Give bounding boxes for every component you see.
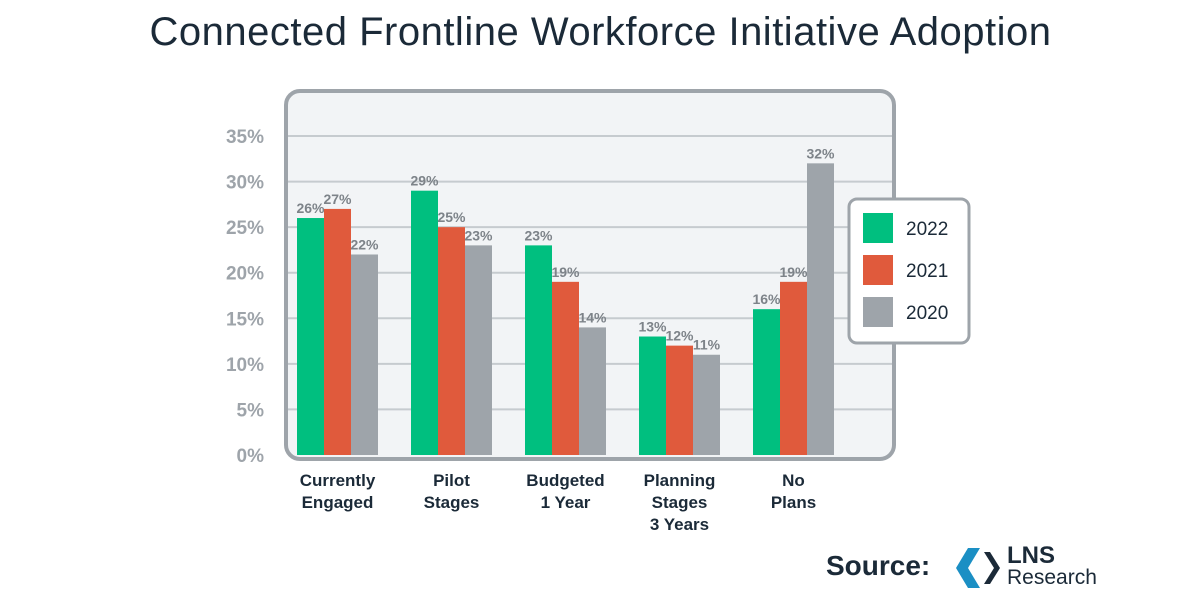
data-label: 13% bbox=[638, 319, 667, 335]
data-label: 23% bbox=[464, 227, 493, 243]
bar-2022 bbox=[639, 336, 666, 455]
data-label: 19% bbox=[551, 264, 580, 280]
x-tick-label: Engaged bbox=[302, 493, 374, 512]
bar-2020 bbox=[351, 254, 378, 455]
x-tick-label: 3 Years bbox=[650, 515, 709, 534]
data-label: 25% bbox=[437, 209, 466, 225]
bar-2020 bbox=[693, 354, 720, 455]
legend-label: 2022 bbox=[906, 219, 948, 240]
y-tick-label: 35% bbox=[226, 127, 264, 148]
bar-2021 bbox=[324, 208, 351, 455]
x-tick-label: Currently bbox=[300, 471, 376, 490]
chart-title: Connected Frontline Workforce Initiative… bbox=[149, 10, 1052, 54]
y-tick-label: 15% bbox=[226, 309, 264, 330]
x-tick-label: Budgeted bbox=[526, 471, 604, 490]
bar-2021 bbox=[666, 345, 693, 455]
legend-swatch-2020 bbox=[863, 297, 893, 327]
x-tick-label: No bbox=[782, 471, 805, 490]
legend-label: 2021 bbox=[906, 261, 948, 282]
data-label: 23% bbox=[524, 227, 553, 243]
data-label: 32% bbox=[806, 145, 835, 161]
bar-2021 bbox=[438, 227, 465, 455]
data-label: 29% bbox=[410, 173, 439, 189]
legend-swatch-2021 bbox=[863, 255, 893, 285]
data-label: 22% bbox=[350, 236, 379, 252]
y-tick-label: 20% bbox=[226, 264, 264, 285]
x-tick-label: Stages bbox=[652, 493, 708, 512]
bar-2020 bbox=[579, 327, 606, 455]
lns-logo-text: LNS Research bbox=[1007, 542, 1097, 589]
bar-2020 bbox=[807, 163, 834, 456]
y-tick-label: 5% bbox=[237, 400, 265, 421]
bar-2022 bbox=[297, 218, 324, 455]
y-tick-label: 10% bbox=[226, 355, 264, 376]
data-label: 11% bbox=[693, 337, 721, 353]
legend-swatch-2022 bbox=[863, 213, 893, 243]
data-label: 12% bbox=[665, 328, 694, 344]
data-label: 16% bbox=[752, 291, 781, 307]
bar-2020 bbox=[465, 245, 492, 455]
x-tick-label: 1 Year bbox=[541, 493, 591, 512]
bar-2021 bbox=[780, 281, 807, 455]
source-label: Source: bbox=[826, 550, 931, 581]
data-label: 27% bbox=[323, 191, 352, 207]
y-tick-label: 25% bbox=[226, 218, 264, 239]
x-tick-label: Stages bbox=[424, 493, 480, 512]
data-label: 26% bbox=[296, 200, 325, 216]
data-label: 19% bbox=[779, 264, 808, 280]
bar-2021 bbox=[552, 281, 579, 455]
y-tick-label: 30% bbox=[226, 173, 264, 194]
bar-2022 bbox=[753, 309, 780, 455]
y-tick-label: 0% bbox=[237, 446, 265, 467]
data-label: 14% bbox=[578, 309, 607, 325]
bar-2022 bbox=[525, 245, 552, 455]
x-tick-label: Pilot bbox=[433, 471, 470, 490]
bar-2022 bbox=[411, 190, 438, 455]
legend-label: 2020 bbox=[906, 303, 948, 324]
x-tick-label: Plans bbox=[771, 493, 816, 512]
x-tick-label: Planning bbox=[644, 471, 716, 490]
